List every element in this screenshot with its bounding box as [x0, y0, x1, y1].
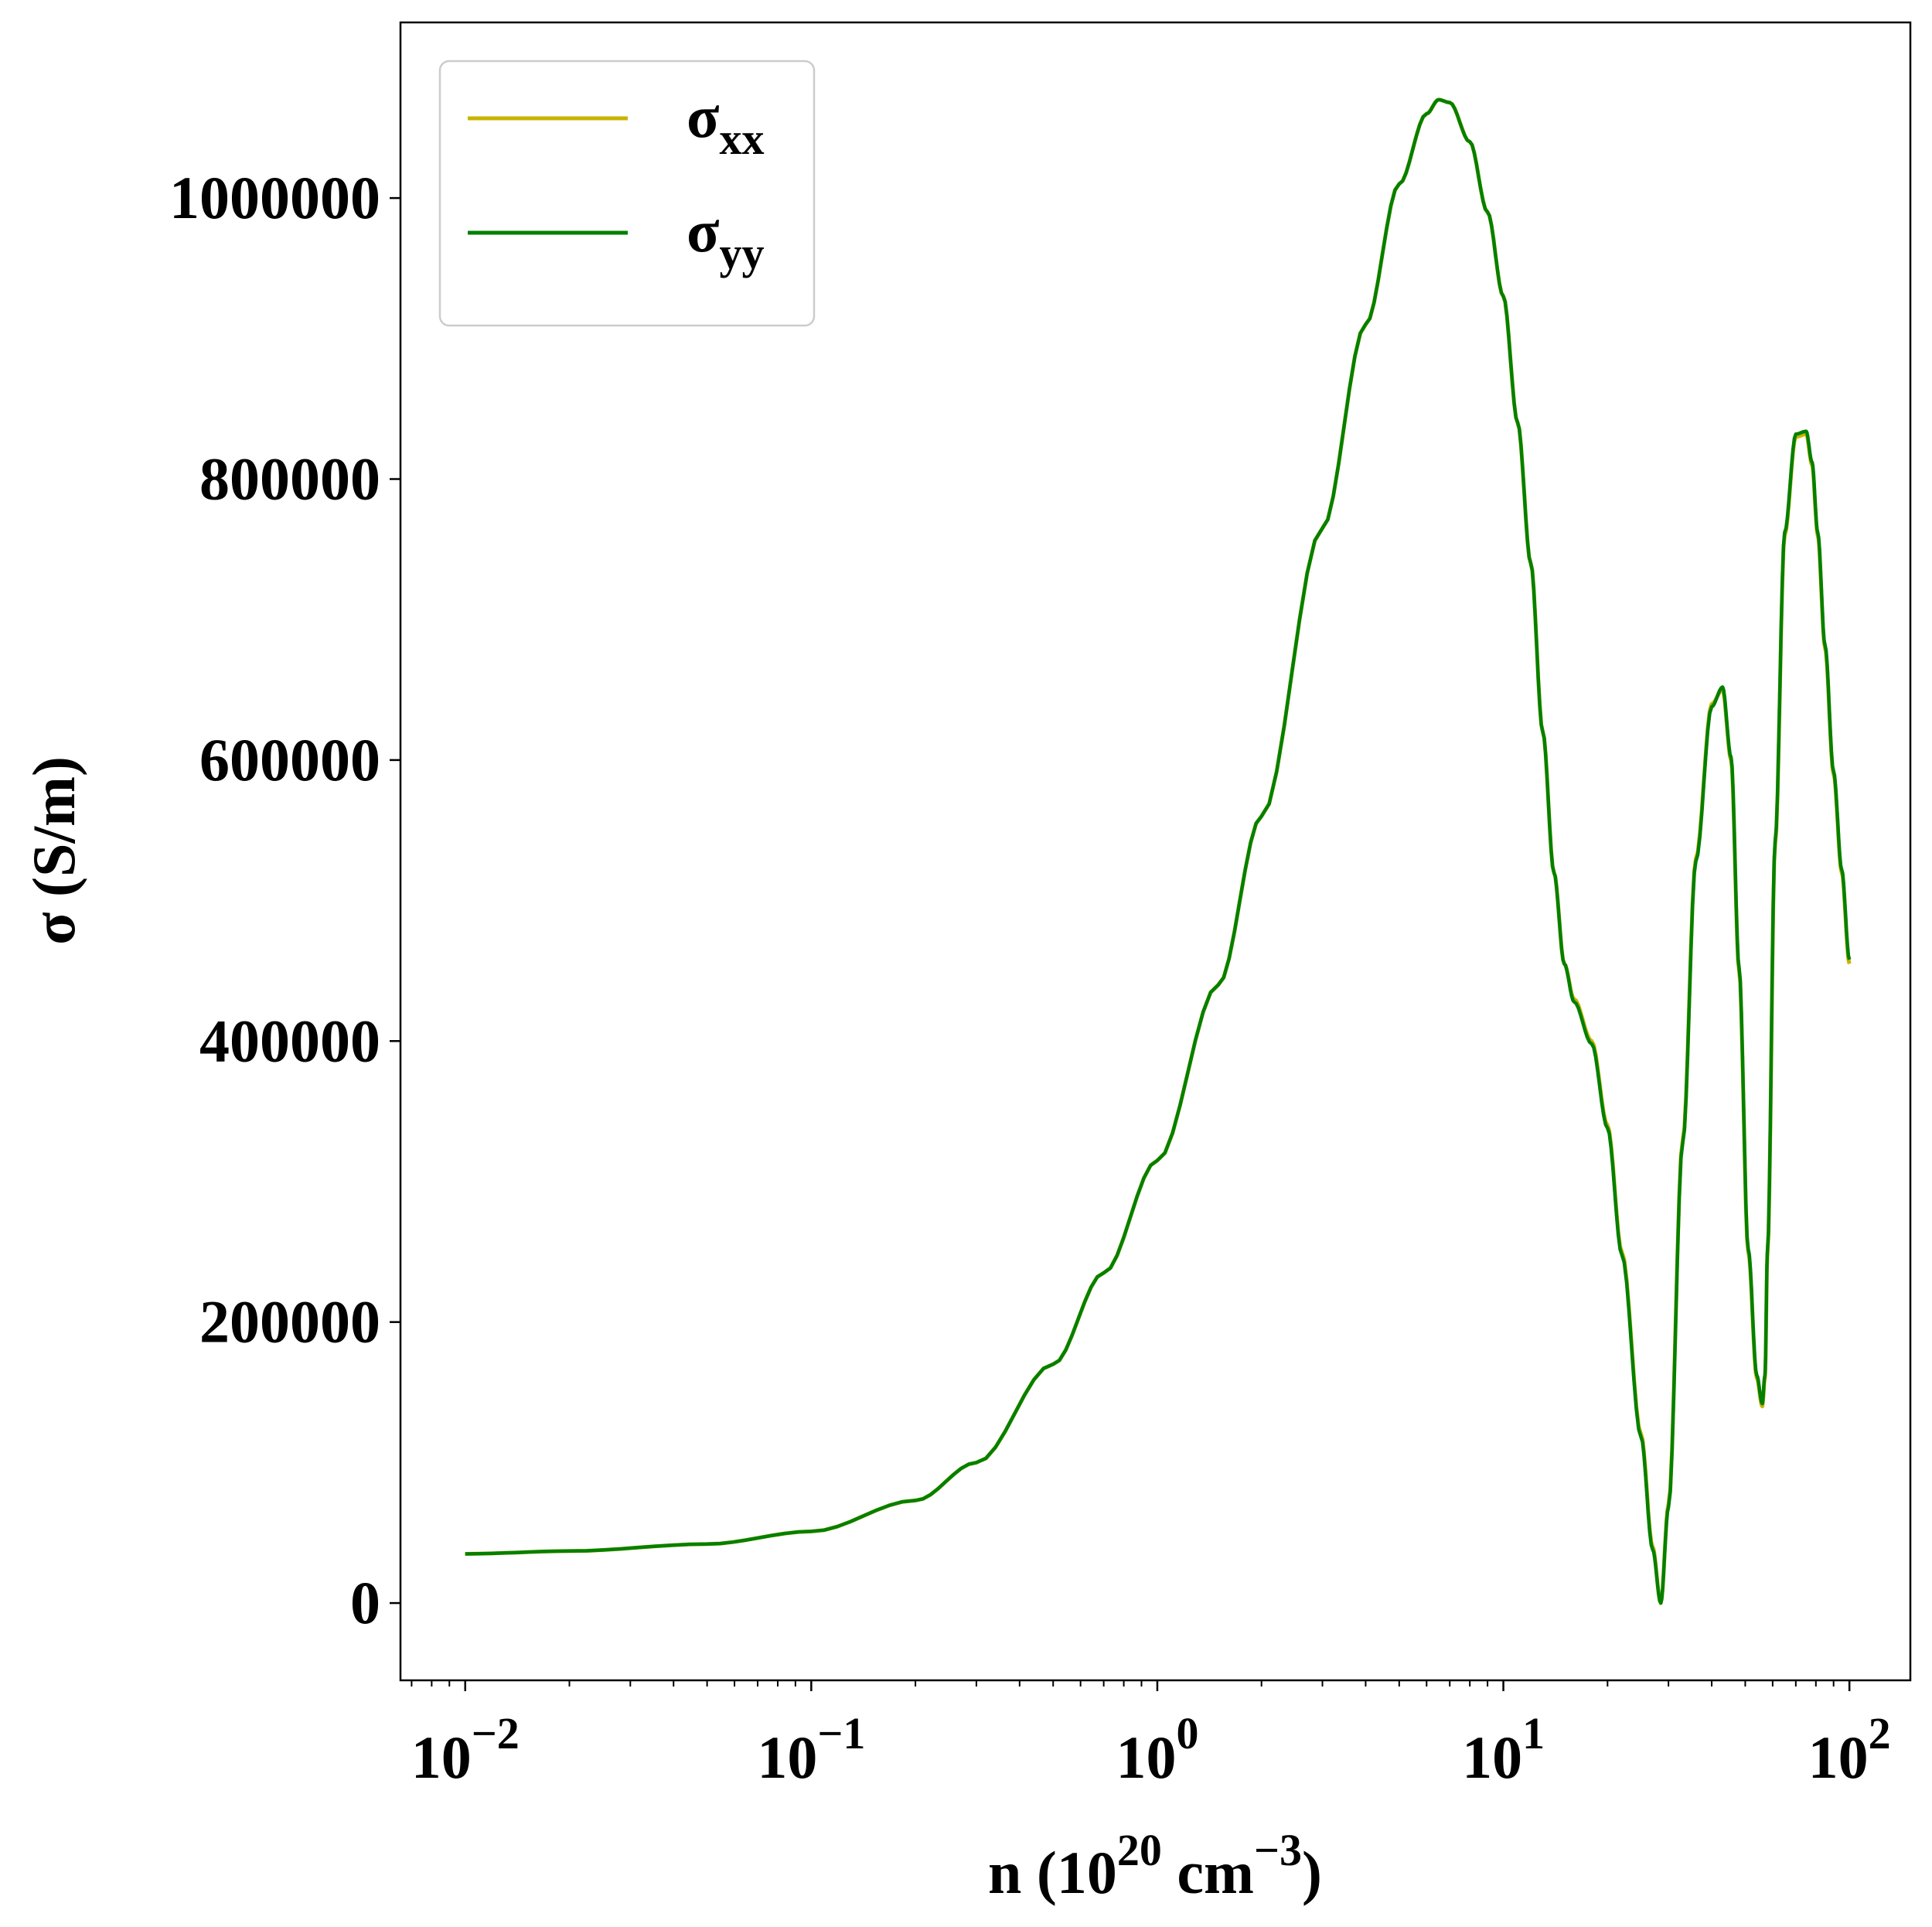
x-tick-label: 102 — [1808, 1708, 1891, 1791]
legend-label-subscript: xx — [719, 114, 764, 164]
x-tick-label: 10−1 — [757, 1708, 865, 1791]
x-axis-title-end: ) — [1302, 1839, 1322, 1906]
x-tick-label-base: 10 — [1116, 1724, 1176, 1791]
y-axis-title: σ (S/m) — [20, 756, 87, 945]
x-axis-title: n (1020 cm−3) — [988, 1825, 1322, 1906]
legend-label-symbol: σ — [687, 83, 719, 150]
plot-frame — [399, 21, 1912, 1682]
y-tick-label: 1000000 — [169, 164, 380, 231]
series-line-yy — [465, 97, 1852, 1605]
x-tick-label-exponent: 1 — [1522, 1708, 1545, 1758]
x-axis-title-sup1: 20 — [1117, 1825, 1162, 1875]
x-tick-label-exponent: −2 — [472, 1708, 520, 1758]
x-tick-label-exponent: 2 — [1869, 1708, 1891, 1758]
x-tick-label: 100 — [1116, 1708, 1198, 1791]
legend-label-symbol: σ — [687, 197, 719, 264]
x-tick-label: 10−2 — [411, 1708, 520, 1791]
series-layer — [465, 97, 1852, 1605]
x-tick-label: 101 — [1462, 1708, 1545, 1791]
x-axis-title-sup2: −3 — [1254, 1825, 1302, 1875]
legend-box — [438, 60, 816, 327]
y-tick-label: 0 — [350, 1569, 380, 1636]
legend-label-xx: σxx — [687, 83, 764, 164]
x-tick-label-exponent: 0 — [1176, 1708, 1198, 1758]
x-tick-label-base: 10 — [1808, 1724, 1869, 1791]
x-tick-label-base: 10 — [411, 1724, 472, 1791]
y-tick-label: 600000 — [199, 726, 380, 793]
x-tick-label-exponent: −1 — [817, 1708, 865, 1758]
y-tick-label: 200000 — [199, 1288, 380, 1356]
x-tick-label-base: 10 — [757, 1724, 817, 1791]
x-tick-label-base: 10 — [1462, 1724, 1522, 1791]
x-axis-title-mid: cm — [1162, 1839, 1254, 1906]
x-axis-title-main: n (10 — [988, 1839, 1117, 1906]
y-tick-label: 800000 — [199, 445, 380, 513]
y-tick-label: 400000 — [199, 1007, 380, 1074]
legend-label-subscript: yy — [719, 228, 764, 278]
legend-label-yy: σyy — [687, 197, 764, 278]
